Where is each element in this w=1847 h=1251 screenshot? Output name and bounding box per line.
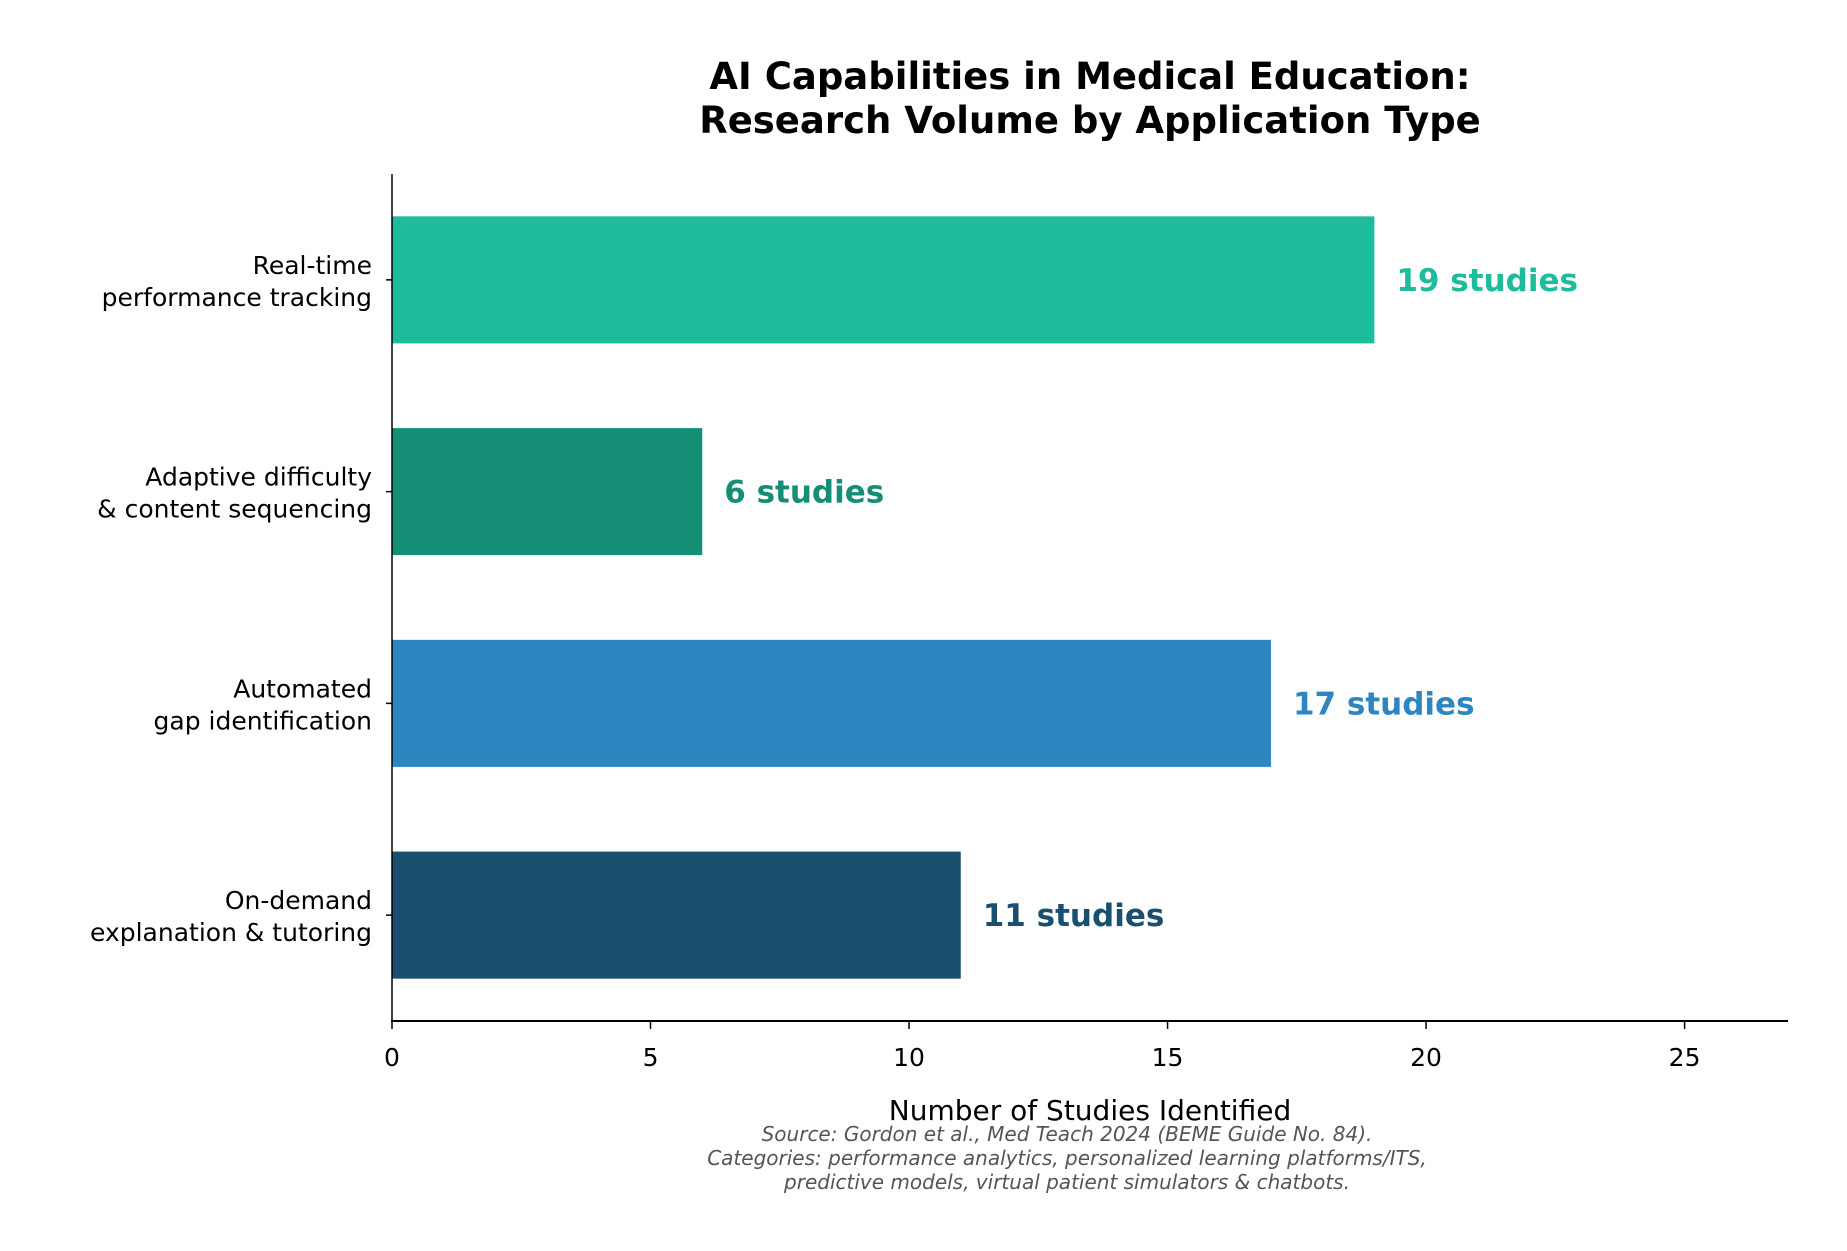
y-tick-label: Adaptive difficulty xyxy=(145,463,372,492)
chart-title-line-2: Research Volume by Application Type xyxy=(699,99,1481,142)
y-tick-label: On-demand xyxy=(225,886,372,915)
x-tick-label: 25 xyxy=(1669,1043,1701,1072)
footnote-line-1: Source: Gordon et al., Med Teach 2024 (B… xyxy=(762,1122,1373,1146)
x-tick-label: 5 xyxy=(643,1043,659,1072)
bar xyxy=(392,216,1375,344)
footnote-line-3: predictive models, virtual patient simul… xyxy=(783,1170,1350,1194)
bar-data-label: 17 studies xyxy=(1293,686,1475,722)
x-tick-label: 20 xyxy=(1410,1043,1442,1072)
x-axis-label: Number of Studies Identified xyxy=(889,1094,1291,1127)
bar xyxy=(392,428,703,556)
bar xyxy=(392,639,1271,767)
y-tick-label: performance tracking xyxy=(102,283,372,312)
bar-data-label: 6 studies xyxy=(724,475,884,511)
x-tick-label: 15 xyxy=(1152,1043,1184,1072)
x-tick-label: 10 xyxy=(893,1043,925,1072)
footnote-line-2: Categories: performance analytics, perso… xyxy=(707,1146,1427,1170)
y-tick-label: & content sequencing xyxy=(97,495,372,524)
y-tick-label: explanation & tutoring xyxy=(90,918,372,947)
bar xyxy=(392,851,961,979)
bar-data-label: 11 studies xyxy=(983,898,1165,934)
y-tick-label: Automated xyxy=(233,674,372,703)
bar-data-label: 19 studies xyxy=(1396,263,1578,299)
x-tick-label: 0 xyxy=(384,1043,400,1072)
y-tick-label: gap identification xyxy=(154,706,373,735)
chart-title-line-1: AI Capabilities in Medical Education: xyxy=(709,55,1470,98)
y-tick-label: Real-time xyxy=(253,251,372,280)
